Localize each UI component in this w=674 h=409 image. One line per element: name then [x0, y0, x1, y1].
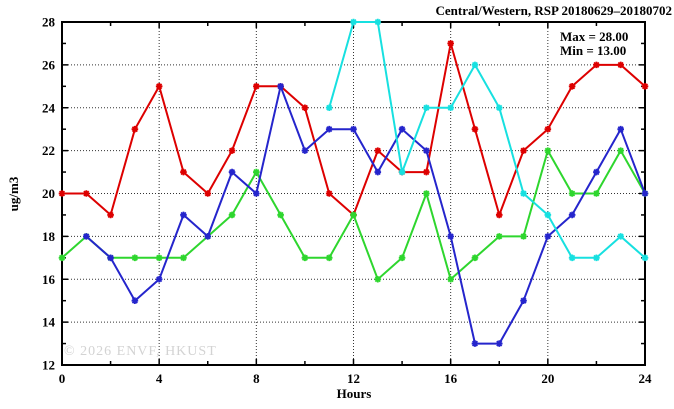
y-tick-label: 20 [42, 186, 55, 201]
y-tick-label: 28 [42, 15, 56, 30]
min-value-label: Min = 13.00 [560, 43, 627, 58]
series-day-4-cyan [325, 18, 649, 262]
watermark: © 2026 ENVF, HKUST [64, 344, 217, 359]
series-day-2-green [58, 147, 649, 283]
y-tick-label: 26 [42, 57, 56, 72]
x-axis-label: Hours [336, 386, 372, 401]
x-tick-label: 8 [253, 371, 260, 386]
y-tick-label: 12 [42, 358, 55, 373]
y-tick-label: 24 [42, 100, 56, 115]
x-tick-label: 12 [347, 371, 360, 386]
series-markers [82, 83, 649, 347]
x-tick-label: 4 [156, 371, 163, 386]
y-axis-label: ug/m3 [6, 176, 21, 212]
chart-title: Central/Western, RSP 20180629–20180702 [435, 3, 672, 18]
series-markers [58, 40, 649, 219]
y-tick-label: 16 [42, 272, 56, 287]
max-value-label: Max = 28.00 [560, 29, 629, 44]
x-tick-label: 24 [639, 371, 653, 386]
y-tick-label: 18 [42, 229, 56, 244]
y-tick-label: 22 [42, 143, 55, 158]
gridlines [62, 22, 645, 365]
stats-box: Max = 28.00 Min = 13.00 [560, 30, 628, 58]
x-tick-label: 0 [59, 371, 66, 386]
x-tick-label: 16 [444, 371, 458, 386]
tick-labels: 0 4 8 12 16 20 24 12 14 16 18 20 22 24 26 28 [42, 15, 652, 387]
y-tick-label: 14 [42, 315, 56, 330]
series-day-3-blue [82, 83, 649, 347]
x-tick-label: 20 [541, 371, 554, 386]
series-markers [325, 18, 649, 262]
